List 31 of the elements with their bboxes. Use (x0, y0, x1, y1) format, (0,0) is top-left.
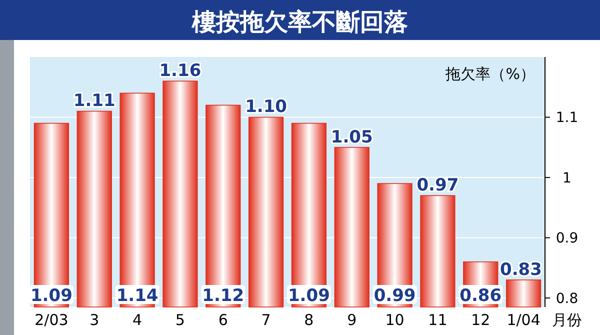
data-label: 0.83 (500, 260, 542, 280)
x-tick-label: 6 (218, 311, 228, 329)
x-tick-label: 7 (261, 311, 271, 329)
x-tick-label: 9 (347, 311, 357, 329)
x-tick-label: 8 (304, 311, 314, 329)
x-tick-label: 11 (428, 311, 448, 329)
x-tick-label: 2/03 (34, 311, 68, 329)
y-tick-label: 1 (562, 170, 572, 186)
x-tick-label: 1/04 (506, 311, 540, 329)
chart-title: 樓按拖欠率不斷回落 (191, 8, 408, 36)
y-axis-title: 拖欠率（%） (444, 65, 535, 83)
y-tick-label: 0.9 (556, 230, 578, 247)
x-tick-label: 5 (175, 311, 185, 329)
data-label: 1.16 (159, 61, 202, 82)
x-tick-label: 3 (90, 311, 100, 329)
x-tick-label: 10 (385, 311, 404, 329)
data-label: 1.09 (30, 286, 72, 306)
x-tick-label: 12 (471, 311, 490, 329)
data-label: 1.11 (73, 91, 116, 112)
data-label: 1.14 (116, 286, 158, 306)
data-label: 0.97 (416, 176, 459, 196)
x-axis-title: 月份 (552, 311, 582, 329)
data-label: 1.10 (245, 97, 288, 118)
y-tick-label: 1.1 (556, 110, 578, 126)
data-label: 1.12 (202, 286, 244, 306)
data-label: 1.05 (330, 127, 373, 148)
data-label: 0.86 (460, 286, 502, 306)
y-tick-label: 0.8 (556, 290, 578, 307)
data-label: 0.99 (374, 286, 416, 306)
x-tick-label: 4 (132, 311, 142, 329)
data-label: 1.09 (288, 286, 330, 306)
